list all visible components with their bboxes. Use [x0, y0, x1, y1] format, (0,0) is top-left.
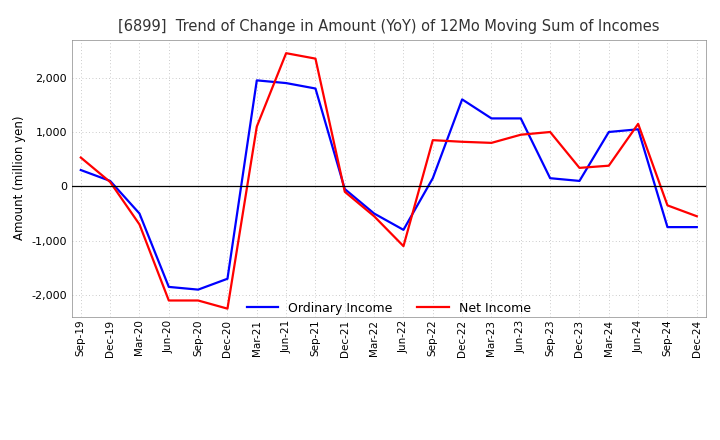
Net Income — [634, 121, 642, 126]
Ordinary Income — [106, 178, 114, 183]
Net Income — [663, 203, 672, 208]
Net Income — [605, 163, 613, 169]
Title: [6899]  Trend of Change in Amount (YoY) of 12Mo Moving Sum of Incomes: [6899] Trend of Change in Amount (YoY) o… — [118, 19, 660, 34]
Net Income — [458, 139, 467, 144]
Ordinary Income — [575, 178, 584, 183]
Net Income — [311, 56, 320, 61]
Net Income — [487, 140, 496, 146]
Net Income — [253, 124, 261, 129]
Ordinary Income — [399, 227, 408, 232]
Ordinary Income — [194, 287, 202, 292]
Ordinary Income — [516, 116, 525, 121]
Legend: Ordinary Income, Net Income: Ordinary Income, Net Income — [242, 297, 536, 319]
Net Income — [546, 129, 554, 135]
Line: Ordinary Income: Ordinary Income — [81, 81, 697, 290]
Ordinary Income — [311, 86, 320, 91]
Ordinary Income — [164, 284, 173, 290]
Net Income — [194, 298, 202, 303]
Net Income — [282, 51, 290, 56]
Net Income — [164, 298, 173, 303]
Ordinary Income — [370, 211, 379, 216]
Ordinary Income — [76, 167, 85, 172]
Net Income — [76, 155, 85, 160]
Ordinary Income — [663, 224, 672, 230]
Ordinary Income — [223, 276, 232, 282]
Ordinary Income — [458, 97, 467, 102]
Ordinary Income — [487, 116, 496, 121]
Ordinary Income — [605, 129, 613, 135]
Ordinary Income — [282, 81, 290, 86]
Y-axis label: Amount (million yen): Amount (million yen) — [13, 116, 26, 240]
Ordinary Income — [634, 127, 642, 132]
Net Income — [399, 243, 408, 249]
Line: Net Income: Net Income — [81, 53, 697, 308]
Net Income — [223, 306, 232, 311]
Net Income — [428, 138, 437, 143]
Ordinary Income — [341, 187, 349, 192]
Ordinary Income — [428, 176, 437, 181]
Net Income — [575, 165, 584, 171]
Net Income — [516, 132, 525, 137]
Net Income — [341, 189, 349, 194]
Net Income — [693, 213, 701, 219]
Ordinary Income — [693, 224, 701, 230]
Ordinary Income — [135, 211, 144, 216]
Net Income — [135, 222, 144, 227]
Net Income — [106, 180, 114, 185]
Ordinary Income — [253, 78, 261, 83]
Net Income — [370, 213, 379, 219]
Ordinary Income — [546, 176, 554, 181]
